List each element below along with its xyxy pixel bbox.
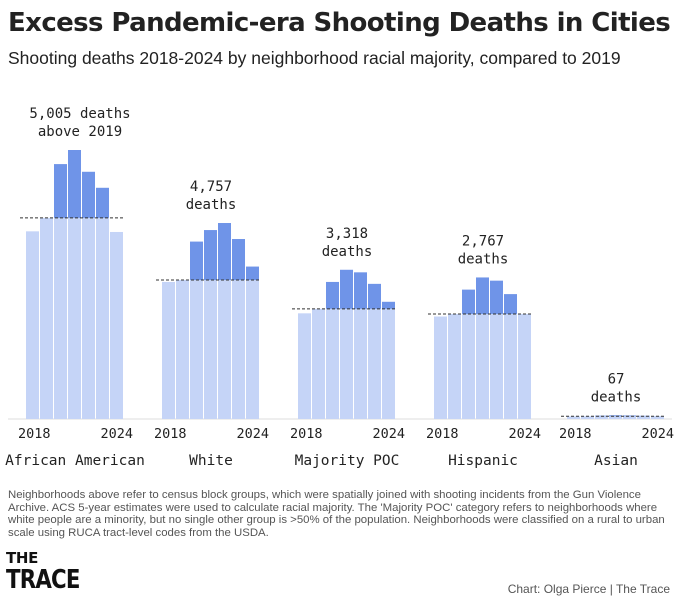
logo-line-2: TRACE <box>6 565 80 595</box>
annotation-african-american-line-1: 5,005 deaths <box>29 106 130 122</box>
annotation-white-line-1: 4,757 <box>190 179 232 195</box>
chart-subtitle: Shooting deaths 2018-2024 by neighborhoo… <box>8 48 621 68</box>
bar-white-2019 <box>176 280 189 419</box>
excess-bar-asian-2022 <box>623 415 636 417</box>
bar-hispanic-2020 <box>462 313 475 419</box>
excess-bar-hispanic-2022 <box>490 280 503 314</box>
bar-hispanic-2024 <box>518 313 531 419</box>
bar-white-2021 <box>204 280 217 419</box>
excess-bar-white-2022 <box>218 223 231 281</box>
bar-chart: 2018 2024 African American 5,005 deaths abov… <box>5 106 674 469</box>
excess-bar-hispanic-2020 <box>462 289 475 314</box>
bar-group-african-american <box>20 150 125 419</box>
chart-title: Excess Pandemic-era Shooting Deaths in C… <box>8 8 671 38</box>
labels-layer: 2018 2024 African American 5,005 deaths abov… <box>5 106 674 469</box>
excess-bar-majority-poc-2022 <box>354 272 367 309</box>
bar-asian-2019 <box>581 416 594 419</box>
excess-bar-hispanic-2021 <box>476 277 489 314</box>
bar-african-american-2023 <box>96 217 109 419</box>
x-tick-label-asian-end: 2024 <box>641 426 674 442</box>
bar-white-2023 <box>232 280 245 419</box>
excess-bar-majority-poc-2023 <box>368 283 381 309</box>
bar-white-2022 <box>218 280 231 419</box>
annotation-white-line-2: deaths <box>186 197 237 213</box>
annotation-majority-poc-line-1: 3,318 <box>326 226 368 242</box>
excess-bar-white-2021 <box>204 230 217 281</box>
bar-asian-2023 <box>637 416 650 419</box>
x-tick-label-majority-poc-start: 2018 <box>290 426 323 442</box>
chart-notes: Neighborhoods above refer to census bloc… <box>8 489 665 539</box>
category-label-white: White <box>189 453 233 469</box>
x-tick-label-white-start: 2018 <box>154 426 187 442</box>
annotation-majority-poc-line-2: deaths <box>322 244 373 260</box>
bar-majority-poc-2020 <box>326 308 339 419</box>
bar-majority-poc-2019 <box>312 308 325 419</box>
x-tick-label-hispanic-start: 2018 <box>426 426 459 442</box>
bar-hispanic-2021 <box>476 313 489 419</box>
bar-african-american-2021 <box>68 217 81 419</box>
bar-hispanic-2018 <box>434 316 447 419</box>
bar-african-american-2018 <box>26 231 39 419</box>
category-label-asian: Asian <box>594 453 638 469</box>
excess-bar-majority-poc-2021 <box>340 269 353 309</box>
the-trace-logo[interactable]: THE TRACE <box>6 549 80 599</box>
logo-line-1: THE <box>6 549 39 567</box>
bar-majority-poc-2022 <box>354 308 367 419</box>
bar-white-2018 <box>162 281 175 419</box>
excess-bar-asian-2021 <box>609 415 622 417</box>
bar-group-white <box>156 223 261 419</box>
x-tick-label-african-american-end: 2024 <box>100 426 133 442</box>
bar-group-hispanic <box>428 277 533 419</box>
category-label-african-american: African American <box>5 453 145 469</box>
excess-bar-white-2020 <box>190 241 203 281</box>
excess-bar-african-american-2021 <box>68 150 81 218</box>
bar-hispanic-2023 <box>504 313 517 419</box>
bar-white-2020 <box>190 280 203 419</box>
category-label-majority-poc: Majority POC <box>295 453 400 469</box>
annotation-hispanic-line-2: deaths <box>458 251 509 267</box>
bar-african-american-2022 <box>82 217 95 419</box>
excess-bar-hispanic-2023 <box>504 294 517 314</box>
bar-asian-2021 <box>609 416 622 419</box>
annotation-hispanic-line-1: 2,767 <box>462 233 504 249</box>
excess-bar-majority-poc-2020 <box>326 281 339 309</box>
bar-hispanic-2022 <box>490 313 503 419</box>
bar-group-majority-poc <box>292 269 397 419</box>
excess-bar-majority-poc-2024 <box>382 301 395 309</box>
annotation-african-american-line-2: above 2019 <box>38 124 122 140</box>
x-tick-label-asian-start: 2018 <box>559 426 592 442</box>
bar-group-asian <box>561 415 666 419</box>
bars-layer <box>20 150 666 419</box>
bar-asian-2020 <box>595 416 608 419</box>
x-tick-label-majority-poc-end: 2024 <box>372 426 405 442</box>
bar-african-american-2019 <box>40 217 53 419</box>
x-tick-label-african-american-start: 2018 <box>18 426 51 442</box>
excess-bar-african-american-2020 <box>54 164 67 218</box>
chart-credit: Chart: Olga Pierce | The Trace <box>507 582 670 596</box>
bar-majority-poc-2024 <box>382 308 395 419</box>
bar-hispanic-2019 <box>448 313 461 419</box>
excess-bar-white-2024 <box>246 266 259 281</box>
x-tick-label-white-end: 2024 <box>236 426 269 442</box>
excess-bar-african-american-2023 <box>96 187 109 218</box>
annotation-asian-line-1: 67 <box>608 371 625 387</box>
bar-asian-2024 <box>651 416 664 419</box>
excess-bar-african-american-2022 <box>82 171 95 218</box>
bar-asian-2018 <box>567 416 580 419</box>
bar-majority-poc-2021 <box>340 308 353 419</box>
bar-african-american-2024 <box>110 231 123 419</box>
annotation-asian-line-2: deaths <box>591 389 642 405</box>
bar-majority-poc-2023 <box>368 308 381 419</box>
excess-bar-white-2023 <box>232 239 245 281</box>
bar-african-american-2020 <box>54 217 67 419</box>
bar-white-2024 <box>246 280 259 419</box>
bar-asian-2022 <box>623 416 636 419</box>
bar-majority-poc-2018 <box>298 313 311 419</box>
category-label-hispanic: Hispanic <box>448 453 518 469</box>
x-tick-label-hispanic-end: 2024 <box>508 426 541 442</box>
